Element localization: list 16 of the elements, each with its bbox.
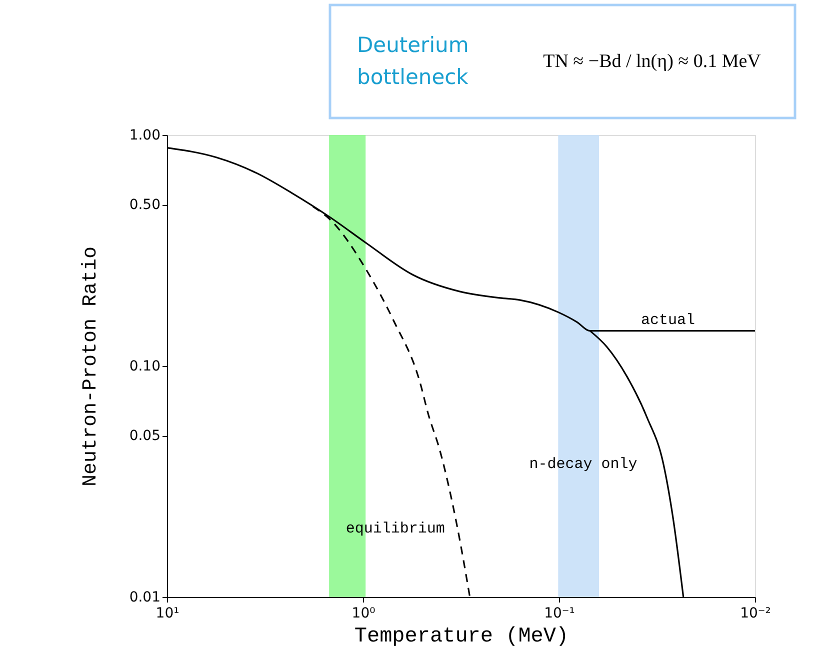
y-tick-label: 0.05 (129, 428, 160, 444)
y-tick-label: 0.01 (129, 590, 160, 606)
text: Deuterium bottleneck (357, 33, 470, 89)
x-tick-label: 10⁻¹ (544, 606, 575, 622)
x-tick-label: 10¹ (156, 606, 180, 622)
series-label: equilibrium (346, 520, 445, 538)
y-tick-label: 0.50 (129, 197, 160, 214)
x-axis-title: Temperature (MeV) (354, 626, 569, 648)
series-label: n-decay only (529, 456, 638, 474)
y-tick-label: 1.00 (129, 128, 160, 144)
series-label: actual (640, 312, 695, 329)
y-axis-title: Neutron-Proton Ratio (79, 246, 102, 487)
x-tick-label: 10⁻² (740, 606, 771, 622)
y-tick-label: 0.10 (129, 358, 160, 374)
x-tick-label: 10⁰ (352, 606, 376, 622)
text: TN ≈ −Bd / ln(η) ≈ 0.1 MeV (543, 51, 762, 72)
